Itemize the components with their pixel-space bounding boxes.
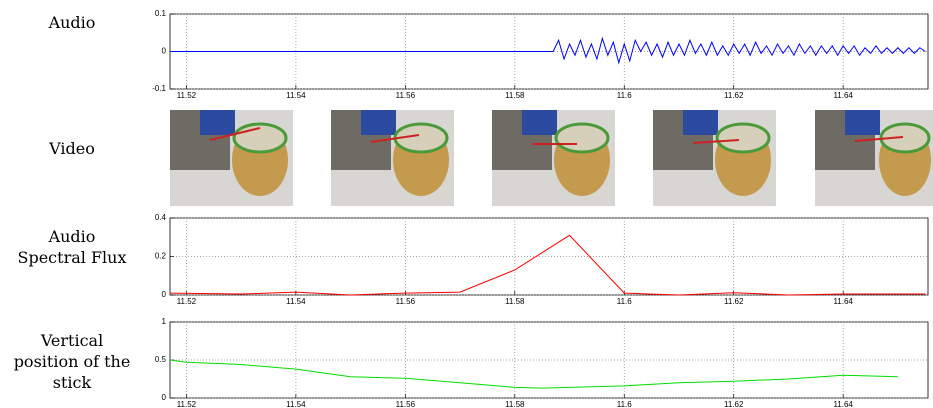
data-line: [169, 234, 926, 296]
x-tick-label: 11.58: [505, 91, 525, 100]
video-frame: [170, 110, 293, 206]
x-tick-label: 11.64: [833, 400, 853, 408]
video-frames: [170, 110, 933, 206]
y-tick-label: 0: [162, 47, 167, 56]
video-frame: [815, 110, 933, 206]
video-frame: [492, 110, 615, 206]
x-tick-label: 11.62: [724, 91, 744, 100]
x-tick-label: 11.64: [833, 91, 853, 100]
row-label: Vertical position of the stick: [13, 331, 131, 392]
y-tick-label: 1: [162, 317, 167, 326]
y-tick-label: 0.5: [155, 355, 167, 364]
row-label: Video: [49, 139, 95, 158]
x-tick-label: 11.52: [177, 400, 197, 408]
x-tick-label: 11.56: [396, 400, 416, 408]
x-tick-label: 11.54: [286, 400, 306, 408]
x-tick-label: 11.6: [617, 297, 633, 306]
y-tick-label: 0.1: [155, 9, 167, 18]
data-line: [170, 36, 926, 65]
video-frame: [331, 110, 454, 206]
x-tick-label: 11.62: [724, 297, 744, 306]
x-tick-label: 11.62: [724, 400, 744, 408]
x-tick-label: 11.56: [396, 91, 416, 100]
row-label: Audio: [48, 13, 96, 32]
y-tick-label: 0.4: [155, 213, 167, 222]
data-line: [169, 359, 898, 389]
x-tick-label: 11.56: [396, 297, 416, 306]
x-tick-label: 11.6: [617, 91, 633, 100]
x-tick-label: 11.52: [177, 91, 197, 100]
y-tick-label: 0.2: [155, 252, 167, 261]
x-tick-label: 11.58: [505, 297, 525, 306]
row-label: Audio Spectral Flux: [17, 227, 127, 267]
x-tick-label: 11.54: [286, 91, 306, 100]
y-tick-label: 0: [162, 393, 167, 402]
x-tick-label: 11.52: [177, 297, 197, 306]
y-tick-label: 0: [162, 290, 167, 299]
y-tick-label: -0.1: [152, 84, 166, 93]
x-tick-label: 11.64: [833, 297, 853, 306]
x-tick-label: 11.54: [286, 297, 306, 306]
x-tick-label: 11.6: [617, 400, 633, 408]
x-tick-label: 11.58: [505, 400, 525, 408]
video-frame: [653, 110, 776, 206]
